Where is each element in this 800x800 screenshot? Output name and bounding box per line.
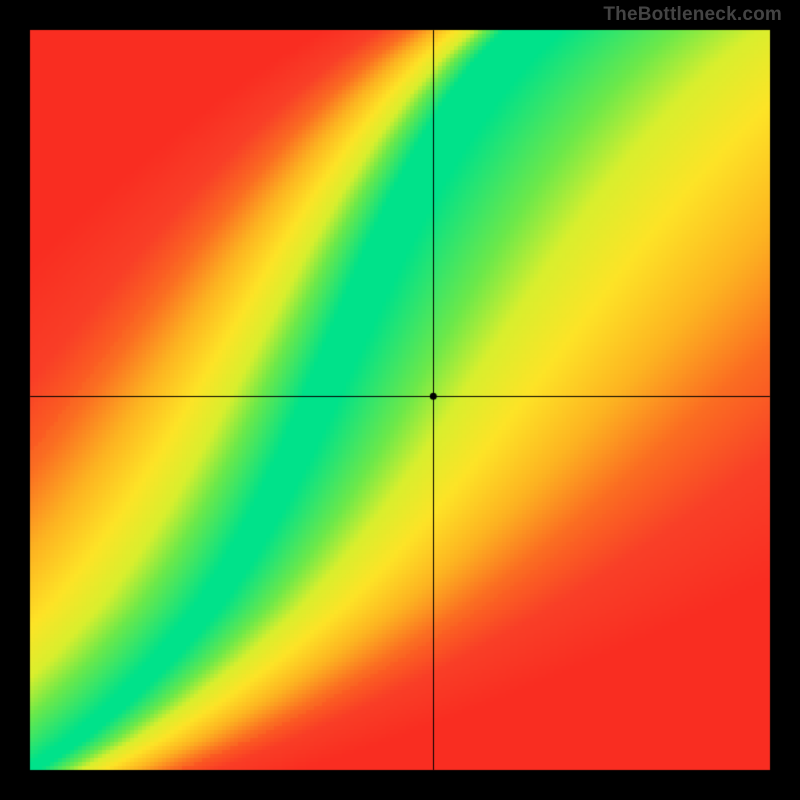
- watermark-text: TheBottleneck.com: [603, 4, 782, 26]
- chart-container: TheBottleneck.com: [0, 0, 800, 800]
- overlay-canvas: [0, 0, 800, 800]
